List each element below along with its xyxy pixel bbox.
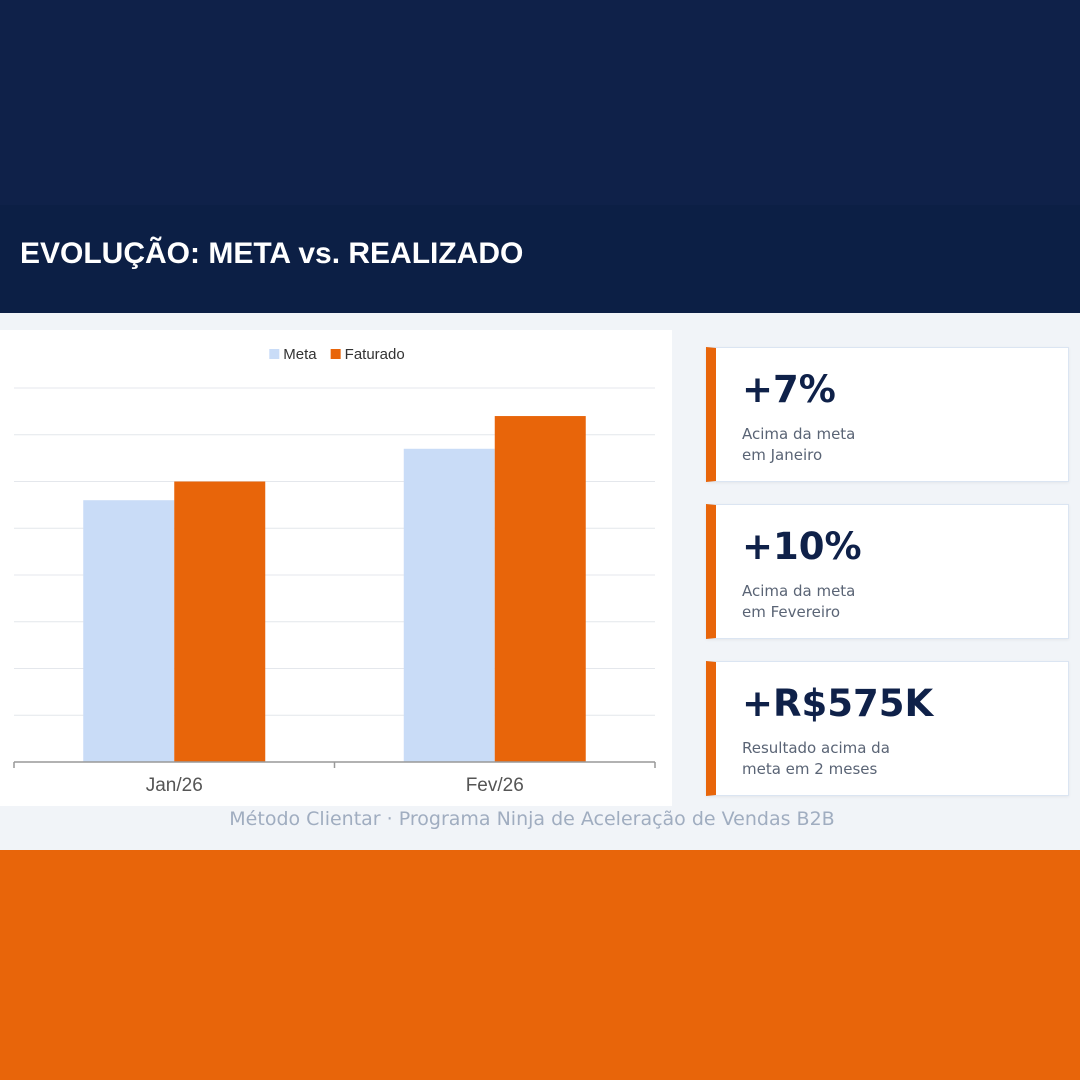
chart: Jan/26 Fev/26 Meta Faturado: [13, 346, 656, 796]
x-tick-label: Fev/26: [466, 775, 524, 796]
stat-card: +7% Acima da meta em Janeiro: [706, 347, 1069, 482]
bar: [403, 448, 495, 762]
stat-label: Acima da meta: [742, 425, 856, 443]
stat-value: +R$575K: [742, 682, 934, 725]
stat-card: +10% Acima da meta em Fevereiro: [706, 504, 1069, 639]
top-band: [0, 0, 1080, 205]
bottom-band: [0, 850, 1080, 1080]
stat-label: em Fevereiro: [742, 603, 840, 621]
stat-value: +7%: [742, 368, 836, 411]
legend-swatch: [330, 349, 341, 359]
stat-label: meta em 2 meses: [742, 760, 878, 778]
legend-label: Faturado: [345, 346, 405, 363]
title: EVOLUÇÃO: META vs. REALIZADO: [20, 237, 524, 270]
footer: Método Clientar · Programa Ninja de Acel…: [229, 808, 835, 830]
legend-swatch: [269, 349, 280, 359]
title-bar: EVOLUÇÃO: META vs. REALIZADO: [0, 205, 1080, 313]
bar: [83, 500, 175, 762]
legend-label: Meta: [283, 346, 317, 363]
stat-label: Resultado acima da: [742, 739, 890, 757]
x-tick-label: Jan/26: [146, 775, 203, 796]
chart-panel: Jan/26 Fev/26 Meta Faturado: [0, 330, 672, 806]
stat-label: em Janeiro: [742, 446, 823, 464]
stat-card: +R$575K Resultado acima da meta em 2 meses: [706, 661, 1069, 796]
stat-value: +10%: [742, 525, 862, 568]
bar: [174, 481, 266, 762]
bar: [494, 416, 586, 762]
stat-label: Acima da meta: [742, 582, 856, 600]
